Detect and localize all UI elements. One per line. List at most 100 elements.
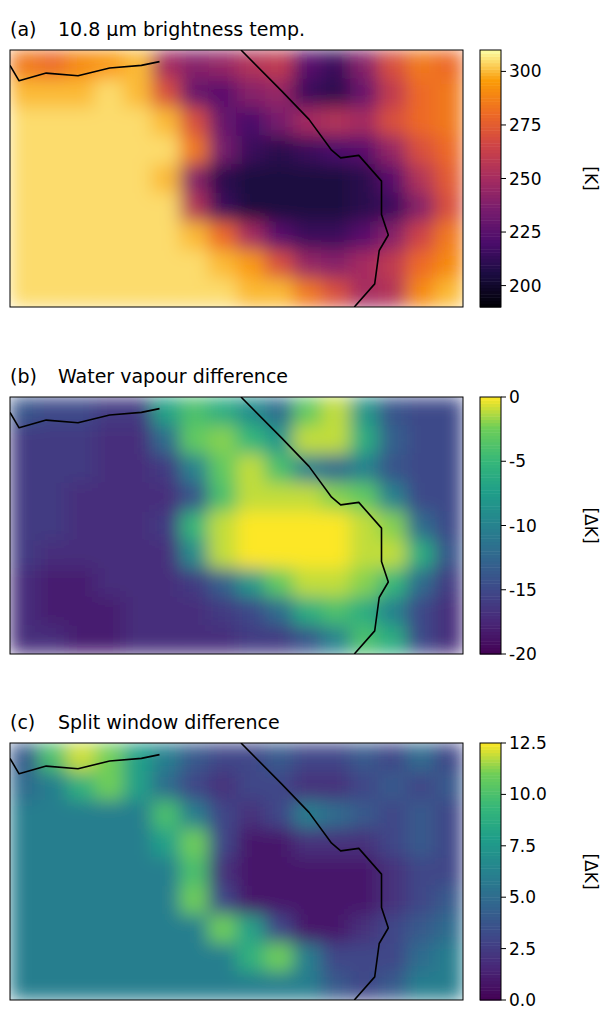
colorbar-label: [ΔK] (581, 507, 601, 543)
cell (67, 829, 96, 858)
cell (38, 193, 67, 222)
cell (123, 107, 152, 136)
cell (350, 743, 379, 772)
cell (237, 829, 266, 858)
colorbar-tick (501, 589, 506, 590)
colorbar-step (480, 233, 501, 237)
cell (293, 540, 322, 569)
cell (152, 914, 181, 943)
panel-label: (c) (10, 711, 35, 733)
colorbar-step (480, 256, 501, 260)
cell (208, 857, 237, 886)
cell (406, 971, 435, 1000)
cell (293, 971, 322, 1000)
colorbar-step (480, 746, 501, 750)
cell (321, 397, 350, 426)
cell (152, 597, 181, 626)
colorbar-step (480, 98, 501, 102)
colorbar-step (480, 162, 501, 166)
cell (406, 800, 435, 829)
colorbar-step (480, 223, 501, 227)
colorbar-step (480, 513, 501, 517)
colorbar-tick (501, 654, 506, 655)
cell (265, 943, 294, 972)
cell (237, 79, 266, 108)
panel-label: (b) (10, 365, 37, 387)
colorbar-step (480, 166, 501, 170)
cell (350, 511, 379, 540)
cell (350, 914, 379, 943)
cell (67, 511, 96, 540)
colorbar-step (480, 984, 501, 988)
cell (67, 800, 96, 829)
colorbar-step (480, 66, 501, 70)
cell (406, 914, 435, 943)
cell (350, 597, 379, 626)
cell (67, 221, 96, 250)
cell (321, 107, 350, 136)
colorbar-step (480, 281, 501, 285)
colorbar-step (480, 121, 501, 125)
cell (67, 426, 96, 455)
cell (237, 250, 266, 279)
cell (38, 943, 67, 972)
cell (152, 857, 181, 886)
colorbar-step (480, 79, 501, 83)
cell (208, 79, 237, 108)
cell (378, 743, 407, 772)
cell (208, 221, 237, 250)
colorbar-step (480, 981, 501, 985)
cell (321, 597, 350, 626)
cell (208, 540, 237, 569)
colorbar-step (480, 782, 501, 786)
cell (10, 800, 39, 829)
cell (38, 914, 67, 943)
colorbar-step (480, 124, 501, 128)
cell (67, 914, 96, 943)
cell (38, 164, 67, 193)
cell (293, 511, 322, 540)
cell (406, 250, 435, 279)
cell (435, 625, 463, 654)
panel: (b)Water vapour difference0-5-10-15-20[Δ… (10, 365, 601, 664)
colorbar-step (480, 577, 501, 581)
cell (10, 886, 39, 915)
cell (38, 511, 67, 540)
figure: (a)10.8 μm brightness temp.2002252502753… (0, 0, 603, 1010)
cell (350, 454, 379, 483)
cell (123, 772, 152, 801)
colorbar-tick-label: 0.0 (509, 990, 536, 1010)
colorbar-step (480, 429, 501, 433)
cell (95, 107, 124, 136)
cell (180, 597, 209, 626)
cell (95, 625, 124, 654)
cell (435, 107, 463, 136)
cell (265, 568, 294, 597)
colorbar-step (480, 236, 501, 240)
cell (208, 829, 237, 858)
colorbar-step (480, 801, 501, 805)
colorbar-step (480, 875, 501, 879)
cell (152, 483, 181, 512)
cell (406, 597, 435, 626)
cell (152, 971, 181, 1000)
cell (293, 772, 322, 801)
colorbar-step (480, 436, 501, 440)
cell (378, 625, 407, 654)
cell (237, 743, 266, 772)
colorbar-step (480, 509, 501, 513)
colorbar-step (480, 400, 501, 404)
cell (265, 511, 294, 540)
cell (265, 136, 294, 165)
colorbar-step (480, 814, 501, 818)
colorbar-step (480, 923, 501, 927)
cell (406, 221, 435, 250)
cell (208, 164, 237, 193)
colorbar-tick (501, 794, 506, 795)
cell (152, 511, 181, 540)
colorbar-step (480, 481, 501, 485)
cell (152, 943, 181, 972)
colorbar-step (480, 961, 501, 965)
cell (10, 79, 39, 108)
cell (237, 107, 266, 136)
